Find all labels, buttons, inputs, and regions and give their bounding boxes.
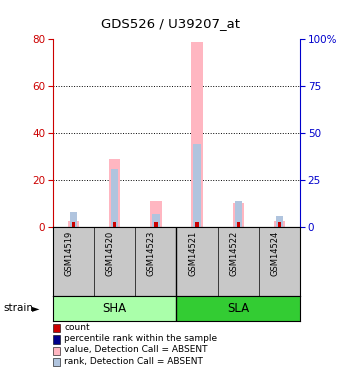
Bar [195,222,199,227]
Text: percentile rank within the sample: percentile rank within the sample [64,334,218,343]
Text: count: count [64,323,90,332]
Text: value, Detection Call = ABSENT: value, Detection Call = ABSENT [64,345,208,354]
Text: GSM14523: GSM14523 [147,230,156,276]
Bar [70,212,77,227]
Text: SHA: SHA [103,302,127,315]
Bar [72,222,75,227]
Text: rank, Detection Call = ABSENT: rank, Detection Call = ABSENT [64,357,203,366]
Bar [152,214,160,227]
Text: GSM14520: GSM14520 [106,230,115,276]
Bar [235,201,242,227]
Bar [111,169,118,227]
Text: SLA: SLA [227,302,249,315]
Bar [68,221,79,227]
Text: ►: ► [32,303,40,313]
Bar [109,159,120,227]
Bar [177,296,300,321]
Bar [237,222,240,227]
Bar [113,222,116,227]
Bar [193,144,201,227]
Text: GSM14524: GSM14524 [270,230,280,276]
Text: GSM14522: GSM14522 [229,230,238,276]
Bar [150,201,162,227]
Text: GDS526 / U39207_at: GDS526 / U39207_at [101,17,240,30]
Text: strain: strain [3,303,33,313]
Bar [278,222,281,227]
Bar [191,42,203,227]
Text: GSM14521: GSM14521 [188,230,197,276]
Bar [274,221,285,227]
Text: GSM14519: GSM14519 [64,230,73,276]
Bar [154,222,158,227]
Bar [276,216,283,227]
Bar [233,203,244,227]
